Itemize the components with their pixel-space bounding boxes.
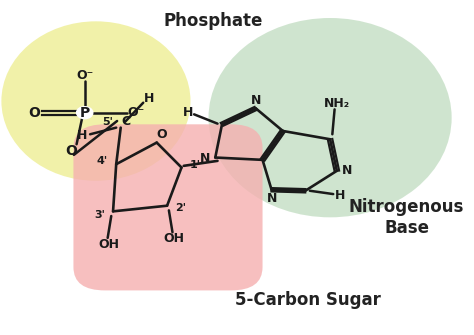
Text: O: O [65, 144, 77, 158]
Text: H: H [77, 129, 88, 142]
FancyBboxPatch shape [73, 124, 263, 290]
Text: O: O [28, 106, 40, 120]
Text: O⁻: O⁻ [128, 106, 145, 119]
Text: Phosphate: Phosphate [164, 12, 263, 30]
Text: OH: OH [98, 238, 119, 251]
Text: O: O [157, 128, 167, 141]
Text: P: P [80, 106, 90, 120]
Text: H: H [335, 189, 346, 202]
Text: C: C [121, 115, 131, 128]
Text: 1': 1' [190, 160, 201, 170]
Text: 4': 4' [96, 156, 108, 166]
Text: NH₂: NH₂ [324, 97, 350, 110]
Text: H: H [182, 106, 193, 119]
Text: 5-Carbon Sugar: 5-Carbon Sugar [235, 291, 381, 310]
Text: N: N [342, 164, 352, 177]
Text: O⁻: O⁻ [76, 69, 93, 82]
Text: 3': 3' [94, 210, 105, 220]
Text: H: H [144, 92, 154, 105]
Text: OH: OH [164, 232, 184, 246]
Text: 2': 2' [175, 203, 186, 213]
Text: Nitrogenous
Base: Nitrogenous Base [349, 198, 465, 237]
Text: 5': 5' [103, 117, 114, 127]
Ellipse shape [209, 18, 452, 217]
Ellipse shape [1, 21, 191, 181]
Circle shape [77, 107, 93, 119]
Text: N: N [267, 192, 278, 205]
Text: N: N [251, 93, 261, 107]
Text: N: N [200, 152, 210, 165]
